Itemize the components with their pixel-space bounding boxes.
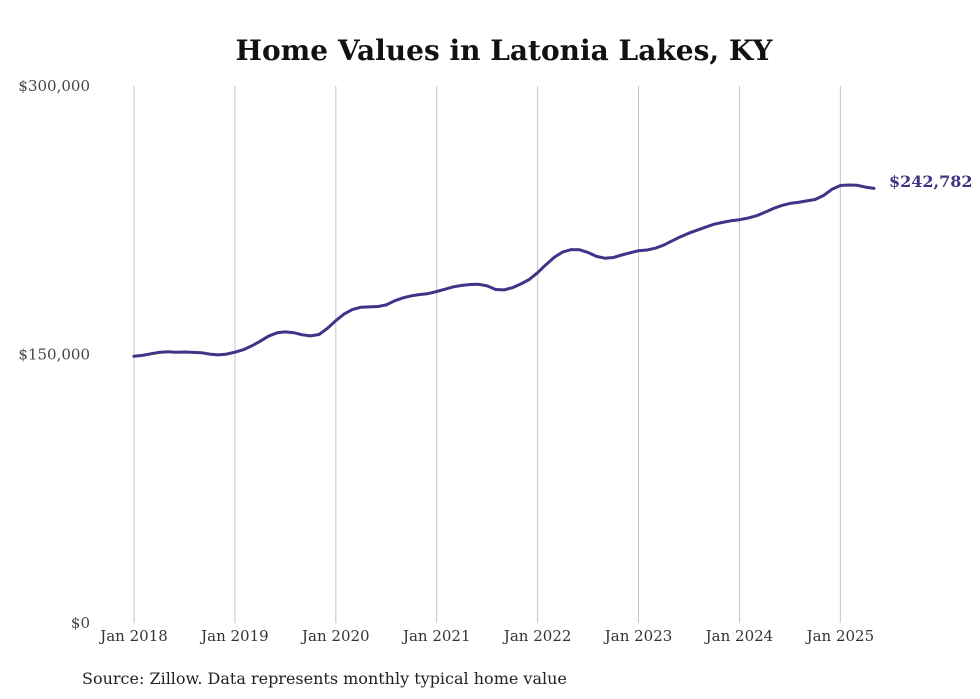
y-tick-label: $300,000 [18, 77, 90, 95]
chart-title: Home Values in Latonia Lakes, KY [236, 34, 774, 67]
home-value-series-line [132, 183, 876, 358]
x-tick-label: Jan 2021 [401, 627, 471, 645]
x-tick-label: Jan 2020 [300, 627, 370, 645]
latest-value-label: $242,782 [889, 172, 973, 191]
x-tick-label: Jan 2025 [805, 627, 875, 645]
x-axis-tick-labels: Jan 2018 Jan 2019 Jan 2020 Jan 2021 Jan 2022… [98, 627, 874, 645]
x-tick-label: Jan 2018 [98, 627, 168, 645]
x-tick-label: Jan 2022 [502, 627, 572, 645]
y-tick-label: $150,000 [18, 346, 90, 364]
vertical-gridlines [133, 86, 841, 623]
x-tick-label: Jan 2023 [603, 627, 673, 645]
x-tick-label: Jan 2019 [199, 627, 269, 645]
series-layer [132, 183, 876, 358]
y-tick-label: $0 [71, 614, 90, 632]
x-tick-label: Jan 2024 [704, 627, 774, 645]
source-note: Source: Zillow. Data represents monthly … [82, 669, 567, 688]
y-axis-tick-labels: $0 $150,000 $300,000 [18, 77, 90, 632]
